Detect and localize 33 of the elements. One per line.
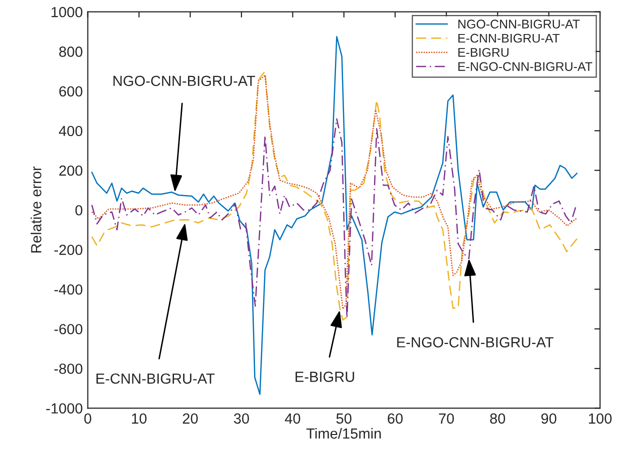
- x-tick-label: 100: [588, 413, 612, 424]
- y-tick-label: -400: [54, 284, 82, 295]
- y-tick-label: 200: [59, 165, 82, 176]
- y-tick-label: 600: [59, 86, 82, 97]
- x-axis-title: Time/15min: [306, 428, 381, 439]
- y-tick-label: 400: [58, 126, 82, 136]
- y-tick-label: 1000: [52, 6, 82, 18]
- y-tick-label: 800: [59, 46, 82, 57]
- x-tick-label: 80: [490, 413, 506, 424]
- legend-label: E-NGO-CNN-BIGRU-AT: [458, 62, 592, 71]
- x-tick-label: 90: [541, 413, 556, 424]
- y-tick-label: -800: [54, 364, 82, 374]
- legend-label: E-CNN-BIGRU-AT: [458, 34, 560, 43]
- x-tick-label: 40: [284, 413, 300, 424]
- y-tick-label: 0: [75, 205, 82, 216]
- annotation: E-NGO-CNN-BIGRU-AT: [397, 337, 554, 348]
- y-tick-label: -600: [54, 324, 82, 334]
- x-tick-label: 0: [84, 413, 92, 424]
- annotation: E-CNN-BIGRU-AT: [96, 373, 215, 384]
- y-tick-label: -200: [54, 244, 82, 256]
- legend-label: E-BIGRU: [458, 48, 508, 57]
- x-tick-label: 60: [388, 413, 403, 424]
- annotation: E-BIGRU: [296, 372, 354, 382]
- line-series: [91, 118, 577, 319]
- x-tick-label: 10: [132, 413, 147, 424]
- x-tick-label: 50: [336, 413, 352, 424]
- x-tick-label: 30: [234, 413, 249, 424]
- annotation: NGO-CNN-BIGRU-AT: [113, 76, 256, 86]
- y-tick-label: -1000: [46, 403, 82, 414]
- x-tick-label: 20: [182, 413, 198, 424]
- y-axis-title: Relative error: [30, 166, 42, 253]
- x-tick-label: 70: [439, 413, 454, 424]
- legend-label: NGO-CNN-BIGRU-AT: [458, 20, 580, 29]
